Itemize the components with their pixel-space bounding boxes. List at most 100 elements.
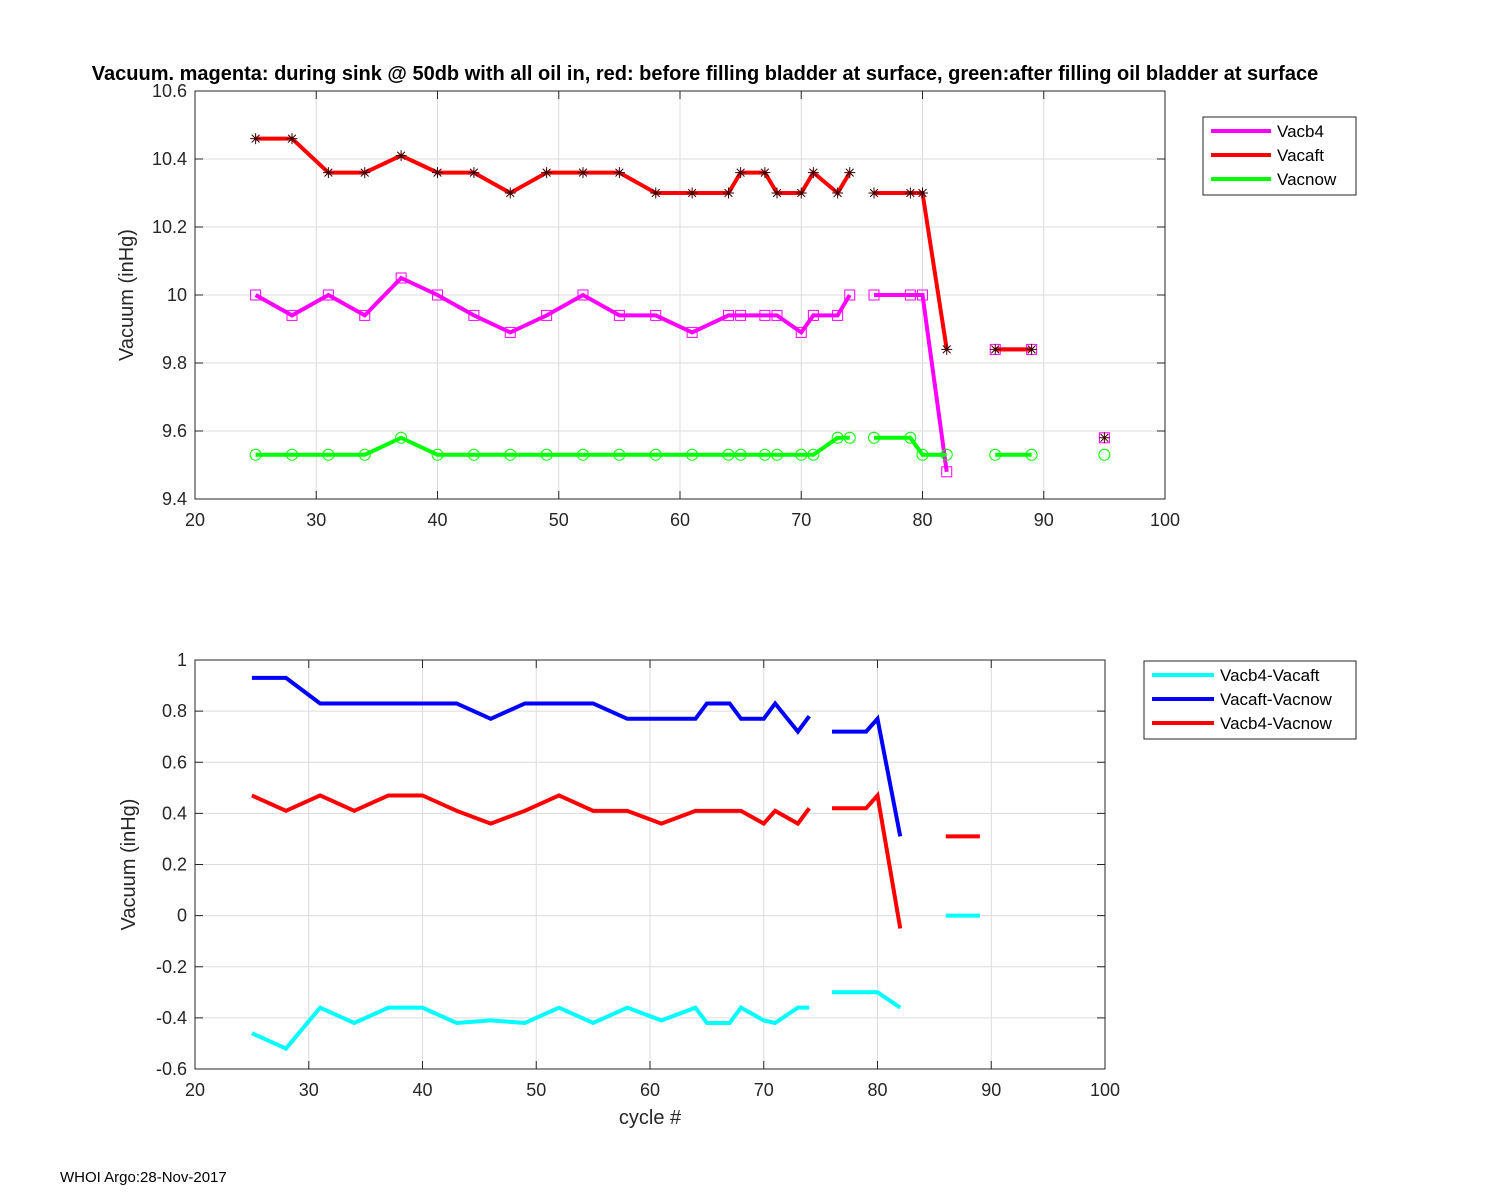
series-vacaft	[250, 133, 1110, 444]
data-point-marker	[759, 309, 771, 321]
data-point-marker	[286, 309, 298, 321]
data-point-marker	[941, 466, 953, 478]
series-line-segment	[832, 990, 902, 1010]
series-line-segment	[254, 275, 852, 336]
data-point-marker	[686, 187, 698, 199]
data-point-marker	[904, 187, 916, 199]
x-tick-label: 80	[912, 510, 932, 530]
data-point-marker	[807, 309, 819, 321]
data-point-marker	[649, 448, 662, 461]
data-point-marker	[467, 448, 480, 461]
data-point-marker	[904, 289, 916, 301]
data-point-marker	[686, 448, 699, 461]
series-group	[251, 675, 980, 1051]
series-vacnow	[249, 431, 1111, 461]
y-axis-label: Vacuum (inHg)	[116, 229, 138, 361]
data-point-marker	[359, 167, 371, 179]
data-point-marker	[832, 309, 844, 321]
data-point-marker	[722, 448, 735, 461]
x-tick-label: 70	[791, 510, 811, 530]
y-tick-label: 1	[177, 650, 187, 670]
data-point-marker	[832, 187, 844, 199]
data-point-marker	[577, 167, 589, 179]
data-point-marker	[577, 448, 589, 461]
legend: Vacb4 Vacaft Vacnow	[1202, 116, 1357, 196]
x-tick-label: 30	[299, 1080, 319, 1100]
data-point-marker	[868, 187, 880, 199]
data-point-marker	[468, 167, 480, 179]
data-point-marker	[359, 309, 371, 321]
x-tick-label: 80	[867, 1080, 887, 1100]
data-point-marker	[723, 187, 734, 199]
data-point-marker	[844, 289, 856, 301]
data-point-marker	[395, 150, 407, 162]
data-point-marker	[735, 167, 747, 179]
data-point-marker	[843, 431, 856, 444]
data-point-marker	[540, 448, 553, 461]
data-point-marker	[989, 448, 1002, 461]
data-point-marker	[650, 309, 662, 321]
data-point-marker	[917, 289, 928, 301]
data-point-marker	[250, 289, 262, 301]
data-point-marker	[613, 448, 626, 461]
data-point-marker	[795, 326, 807, 338]
legend-entry-label: Vacb4-Vacnow	[1220, 714, 1333, 733]
data-point-marker	[395, 272, 407, 284]
data-point-marker	[723, 309, 734, 321]
series-line-segment	[874, 293, 949, 473]
data-point-marker	[432, 167, 443, 179]
data-point-marker	[758, 448, 771, 461]
y-tick-label: -0.2	[156, 957, 187, 977]
y-tick-label: 9.8	[162, 353, 187, 373]
x-tick-label: 50	[549, 510, 569, 530]
series-vacaft-vacnow	[251, 675, 903, 837]
series-group	[249, 133, 1111, 478]
x-axis-label: cycle #	[619, 1107, 682, 1129]
data-point-marker	[249, 448, 262, 461]
legend-entry-label: Vacb4-Vacaft	[1220, 666, 1320, 685]
data-point-marker	[940, 448, 953, 461]
y-tick-label: 0.6	[162, 752, 187, 772]
y-tick-label: 10.4	[152, 149, 187, 169]
data-point-marker	[807, 448, 820, 461]
data-point-marker	[432, 289, 443, 301]
data-point-marker	[504, 448, 517, 461]
data-point-marker	[504, 326, 516, 338]
y-tick-label: 10	[167, 285, 187, 305]
series-line-segment	[255, 435, 850, 457]
series-line-segment	[251, 1005, 810, 1051]
x-tick-label: 70	[754, 1080, 774, 1100]
data-point-marker	[759, 167, 771, 179]
bottom-difference-plot: 20 30 40 50 60 70 80 90 100 -0.6 -0.4 -0.2 0 0.2 0.4 0.…	[118, 650, 1357, 1129]
top-vacuum-plot: 20 30 40 50 60 70 80 90 100 9.4 9.6 9.8 10 10.2 10.4 10…	[92, 63, 1357, 530]
series-line-segment	[832, 791, 903, 929]
data-point-marker	[917, 187, 928, 199]
data-point-marker	[807, 167, 819, 179]
data-point-marker	[322, 448, 335, 461]
data-point-marker	[989, 343, 1001, 355]
legend: Vacb4-Vacaft Vacaft-Vacnow Vacb4-Vacnow	[1143, 660, 1357, 740]
data-point-marker	[468, 309, 480, 321]
x-tick-label: 20	[185, 510, 205, 530]
data-point-marker	[735, 309, 747, 321]
data-point-marker	[795, 448, 808, 461]
data-point-marker	[844, 167, 856, 179]
data-point-marker	[795, 187, 807, 199]
y-tick-label: 10.2	[152, 217, 187, 237]
data-point-marker	[286, 133, 298, 145]
legend-entry-label: Vacaft-Vacnow	[1220, 690, 1333, 709]
y-tick-label: 0	[177, 906, 187, 926]
data-point-marker	[613, 309, 625, 321]
data-point-marker	[868, 431, 880, 444]
data-point-marker	[504, 187, 516, 199]
y-tick-label: 10.6	[152, 81, 187, 101]
data-point-marker	[904, 431, 917, 444]
data-point-marker	[771, 187, 783, 199]
y-tick-label: 9.6	[162, 421, 187, 441]
series-line-segment	[874, 435, 947, 457]
data-point-marker	[431, 448, 444, 461]
x-tick-label: 60	[670, 510, 690, 530]
legend-entry-label: Vacnow	[1277, 170, 1337, 189]
x-tick-label: 90	[981, 1080, 1001, 1100]
x-tick-label: 50	[526, 1080, 546, 1100]
